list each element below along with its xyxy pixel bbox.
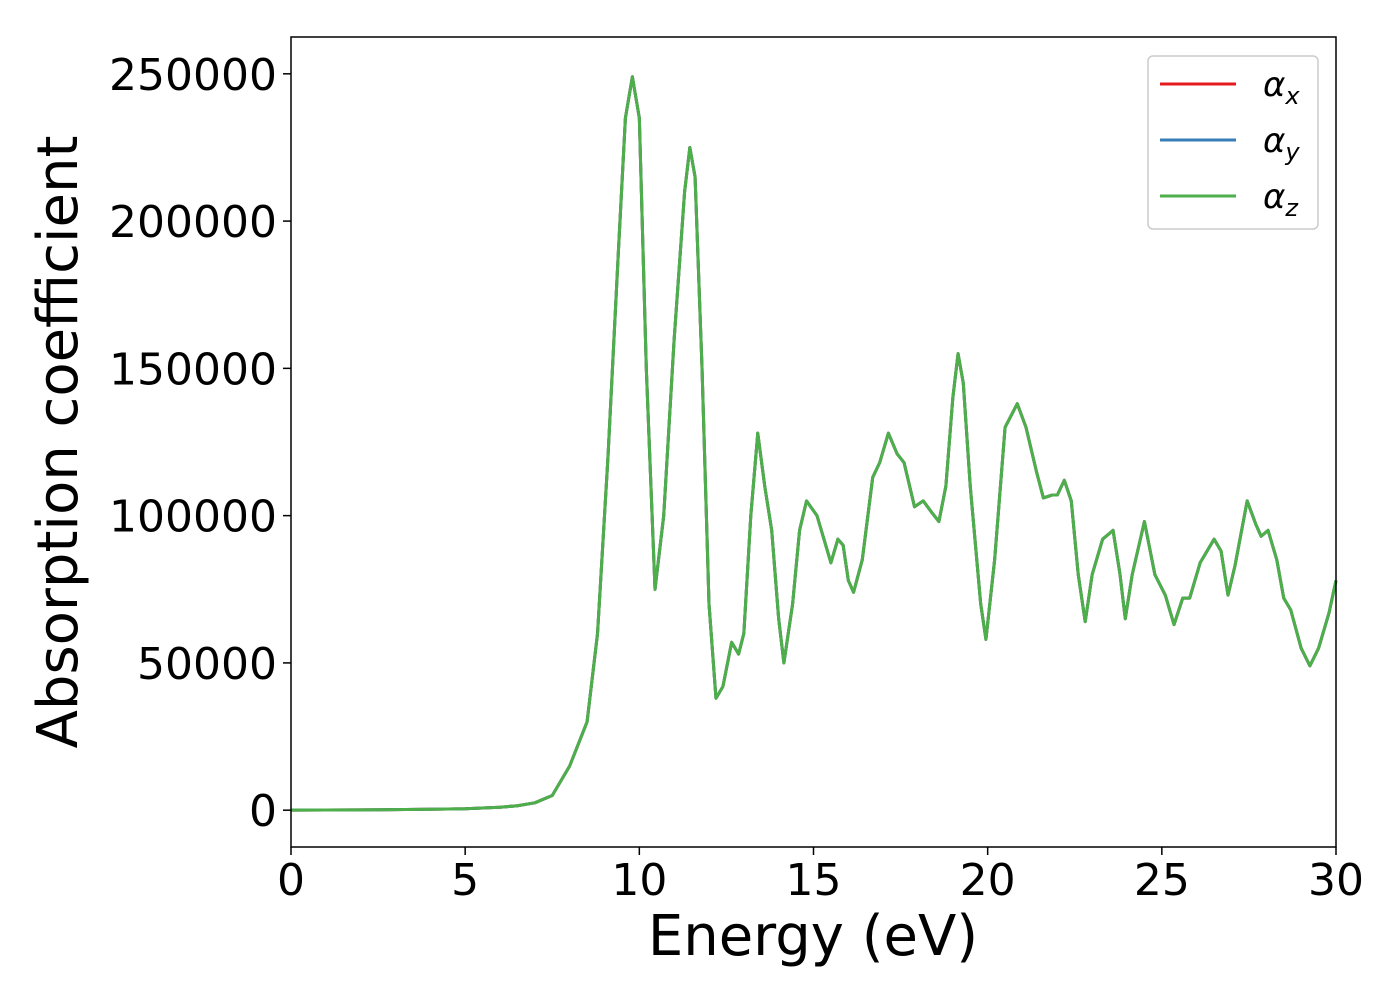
- legend-label: αx: [1263, 65, 1300, 110]
- x-axis-label: Energy (eV): [648, 904, 978, 969]
- x-tick-label: 15: [786, 855, 842, 906]
- plot-frame: [290, 36, 1337, 848]
- line-series: [290, 75, 1338, 812]
- legend-box: [1147, 55, 1319, 230]
- y-tick-label: 250000: [109, 50, 277, 101]
- x-tick-label: 0: [277, 855, 305, 906]
- x-tick-label: 30: [1308, 855, 1364, 906]
- x-tick-label: 5: [451, 855, 479, 906]
- x-tick-label: 10: [611, 855, 667, 906]
- x-tick-label: 25: [1134, 855, 1190, 906]
- legend: αx αy αz: [1147, 55, 1319, 230]
- y-tick-label: 0: [249, 786, 277, 837]
- y-axis-label: Absorption coefficient: [26, 136, 91, 749]
- x-tick-label: 20: [960, 855, 1016, 906]
- legend-label: αz: [1263, 177, 1299, 222]
- legend-label: αy: [1263, 121, 1300, 166]
- y-tick-label: 150000: [109, 344, 277, 395]
- y-tick-label: 100000: [109, 492, 277, 543]
- y-tick-label: 200000: [109, 197, 277, 248]
- y-tick-label: 50000: [137, 639, 277, 690]
